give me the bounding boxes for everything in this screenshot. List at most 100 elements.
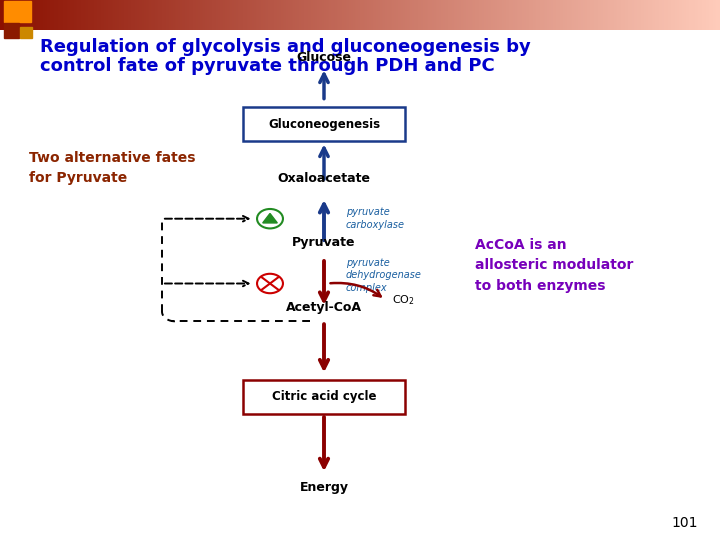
Bar: [258, 0, 259, 30]
Bar: [397, 0, 400, 30]
Bar: [367, 0, 369, 30]
Bar: [133, 0, 135, 30]
Bar: [186, 0, 187, 30]
Bar: [503, 0, 504, 30]
Bar: [355, 0, 356, 30]
Bar: [452, 0, 454, 30]
Bar: [203, 0, 205, 30]
Bar: [524, 0, 526, 30]
Bar: [608, 0, 611, 30]
Bar: [446, 0, 448, 30]
Bar: [418, 0, 419, 30]
Bar: [395, 0, 396, 30]
Bar: [491, 0, 493, 30]
Text: 101: 101: [672, 516, 698, 530]
Bar: [137, 0, 139, 30]
Bar: [347, 0, 349, 30]
Text: control fate of pyruvate through PDH and PC: control fate of pyruvate through PDH and…: [40, 57, 495, 75]
Bar: [353, 0, 355, 30]
Bar: [171, 0, 173, 30]
Bar: [73, 0, 76, 30]
Bar: [498, 0, 500, 30]
Bar: [251, 0, 252, 30]
Bar: [297, 0, 299, 30]
Bar: [16, 0, 18, 30]
Bar: [319, 0, 320, 30]
Bar: [464, 0, 467, 30]
Bar: [72, 0, 73, 30]
Bar: [373, 0, 374, 30]
Bar: [425, 0, 426, 30]
Bar: [349, 0, 351, 30]
Bar: [252, 0, 253, 30]
Bar: [630, 0, 632, 30]
Bar: [61, 0, 63, 30]
Bar: [148, 0, 150, 30]
Bar: [534, 0, 536, 30]
Text: Regulation of glycolysis and gluconeogenesis by: Regulation of glycolysis and gluconeogen…: [40, 38, 531, 56]
Bar: [714, 0, 716, 30]
Bar: [704, 0, 706, 30]
Bar: [690, 0, 691, 30]
Bar: [654, 0, 655, 30]
Bar: [176, 0, 179, 30]
Bar: [324, 0, 325, 30]
Bar: [289, 0, 292, 30]
Bar: [191, 0, 193, 30]
Bar: [216, 0, 218, 30]
Bar: [9, 0, 11, 30]
Bar: [107, 0, 108, 30]
Bar: [222, 0, 223, 30]
Bar: [412, 0, 414, 30]
Bar: [198, 0, 200, 30]
Bar: [340, 0, 342, 30]
Bar: [402, 0, 403, 30]
Bar: [562, 0, 563, 30]
Bar: [611, 0, 612, 30]
Bar: [450, 0, 452, 30]
Bar: [35, 0, 36, 30]
Bar: [155, 0, 157, 30]
Bar: [153, 0, 155, 30]
Bar: [688, 0, 690, 30]
Bar: [230, 0, 232, 30]
Bar: [279, 0, 281, 30]
Bar: [433, 0, 436, 30]
Bar: [292, 0, 294, 30]
Bar: [396, 0, 397, 30]
Bar: [612, 0, 614, 30]
Bar: [575, 0, 576, 30]
Bar: [569, 0, 571, 30]
Bar: [445, 0, 446, 30]
Bar: [657, 0, 659, 30]
Bar: [263, 0, 265, 30]
Bar: [475, 0, 477, 30]
Bar: [493, 0, 495, 30]
Bar: [661, 0, 662, 30]
Bar: [376, 0, 378, 30]
Bar: [169, 0, 171, 30]
Bar: [40, 0, 42, 30]
Bar: [187, 0, 189, 30]
Bar: [47, 0, 49, 30]
Bar: [479, 0, 481, 30]
Bar: [236, 0, 238, 30]
Bar: [181, 0, 184, 30]
Bar: [119, 0, 121, 30]
Bar: [167, 0, 169, 30]
Bar: [637, 0, 639, 30]
Bar: [86, 0, 88, 30]
Bar: [288, 0, 289, 30]
Bar: [144, 0, 145, 30]
Bar: [89, 0, 90, 30]
Bar: [42, 0, 43, 30]
Bar: [709, 0, 711, 30]
Bar: [162, 0, 164, 30]
Bar: [104, 0, 107, 30]
Bar: [683, 0, 684, 30]
Text: Acetyl-CoA: Acetyl-CoA: [286, 301, 362, 314]
Bar: [132, 0, 133, 30]
Bar: [369, 0, 371, 30]
Bar: [419, 0, 421, 30]
Bar: [157, 0, 158, 30]
